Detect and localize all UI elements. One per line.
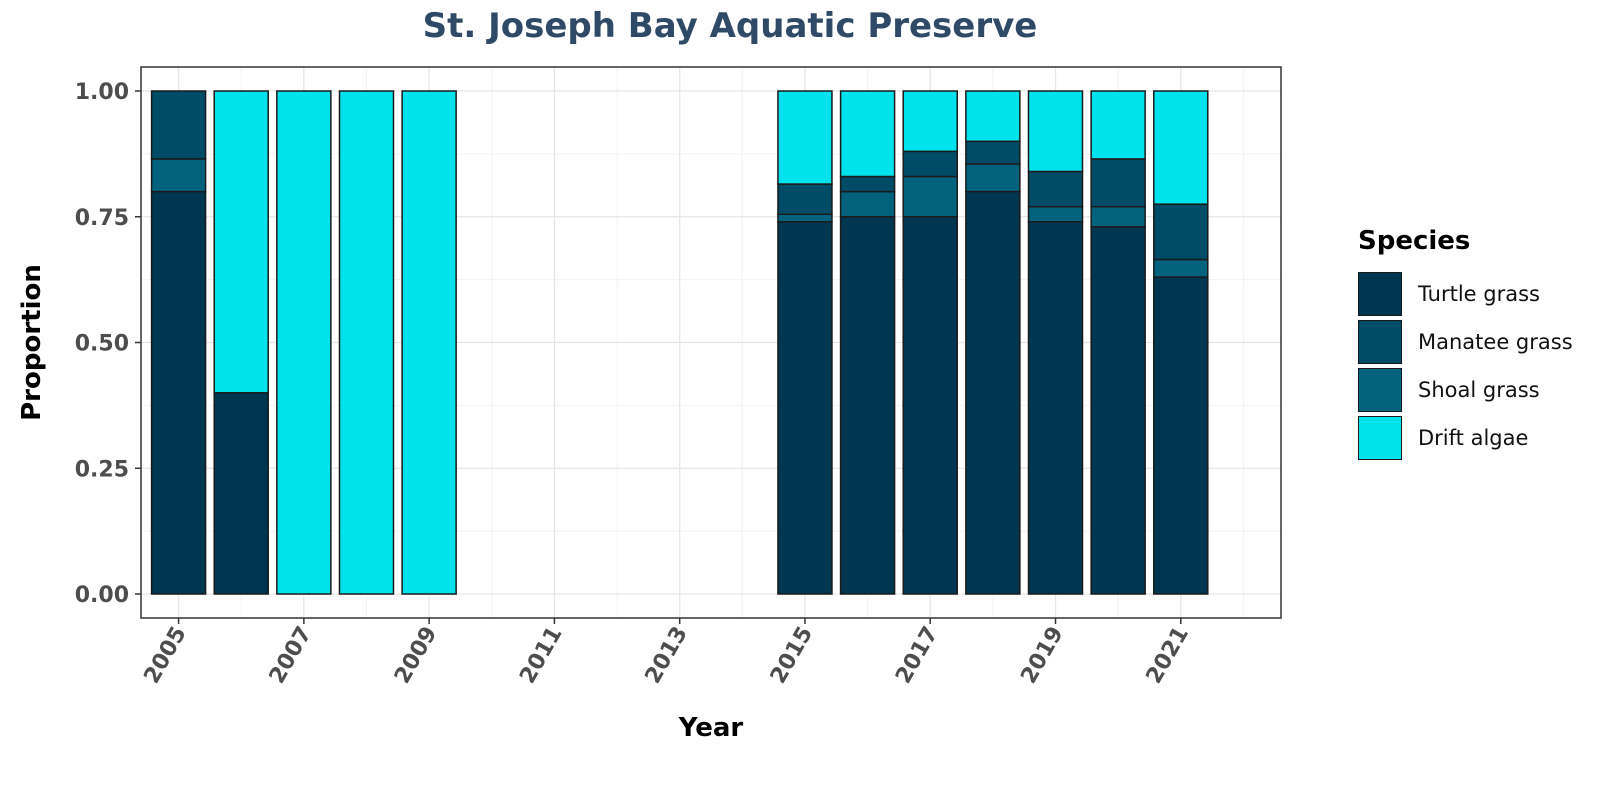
- y-tick-label: 0.00: [75, 583, 129, 608]
- bar-turtle-grass: [1090, 226, 1146, 595]
- bar-drift-algae: [276, 90, 332, 595]
- x-tick-label: 2007: [265, 623, 317, 689]
- legend-item: Shoal grass: [1358, 366, 1573, 414]
- bar-manatee-grass: [965, 140, 1021, 165]
- bar-shoal-grass: [1090, 205, 1146, 228]
- bar-turtle-grass: [839, 216, 896, 595]
- bar-drift-algae: [1090, 90, 1146, 160]
- bar-drift-algae: [1027, 90, 1084, 173]
- bar-drift-algae: [338, 90, 395, 595]
- bar-turtle-grass: [213, 392, 269, 595]
- y-tick-label: 0.25: [75, 457, 129, 482]
- y-axis-title: Proportion: [17, 264, 47, 421]
- legend: Species Turtle grass Manatee grass Shoal g…: [1358, 226, 1573, 462]
- y-tick-label: 0.50: [75, 332, 129, 357]
- x-axis-title: Year: [678, 713, 744, 743]
- bar-manatee-grass: [1153, 203, 1209, 261]
- bar-shoal-grass: [1153, 258, 1209, 278]
- bar-drift-algae: [902, 90, 958, 153]
- bar-drift-algae: [839, 90, 896, 178]
- x-tick-label: 2021: [1142, 623, 1194, 689]
- bar-manatee-grass: [839, 175, 896, 193]
- bar-turtle-grass: [1027, 221, 1084, 595]
- x-tick-label: 2017: [891, 623, 943, 689]
- bar-manatee-grass: [1090, 158, 1146, 208]
- legend-label: Turtle grass: [1418, 282, 1540, 306]
- bar-shoal-grass: [965, 163, 1021, 193]
- bar-shoal-grass: [777, 213, 833, 223]
- x-tick-label: 2015: [766, 623, 818, 689]
- legend-swatch: [1358, 320, 1402, 364]
- bar-shoal-grass: [150, 158, 207, 193]
- bar-turtle-grass: [965, 190, 1021, 595]
- bar-drift-algae: [1153, 90, 1209, 205]
- x-tick-label: 2009: [390, 623, 442, 689]
- legend-item: Turtle grass: [1358, 270, 1573, 318]
- chart-title: St. Joseph Bay Aquatic Preserve: [422, 6, 1038, 46]
- bar-manatee-grass: [150, 90, 207, 160]
- legend-item: Drift algae: [1358, 414, 1573, 462]
- bar-turtle-grass: [150, 190, 207, 595]
- legend-item: Manatee grass: [1358, 318, 1573, 366]
- bar-drift-algae: [213, 90, 269, 394]
- y-tick-label: 1.00: [75, 80, 129, 105]
- x-tick-label: 2005: [140, 623, 192, 689]
- x-tick-label: 2011: [515, 623, 567, 689]
- legend-label: Drift algae: [1418, 426, 1529, 450]
- bar-drift-algae: [965, 90, 1021, 143]
- legend-label: Manatee grass: [1418, 330, 1573, 354]
- bar-turtle-grass: [777, 221, 833, 595]
- bar-turtle-grass: [902, 216, 958, 595]
- bar-turtle-grass: [1153, 276, 1209, 595]
- legend-items: Turtle grass Manatee grass Shoal grass Drif…: [1358, 270, 1573, 462]
- bar-manatee-grass: [777, 183, 833, 215]
- legend-label: Shoal grass: [1418, 378, 1540, 402]
- bar-shoal-grass: [902, 175, 958, 218]
- legend-swatch: [1358, 416, 1402, 460]
- legend-swatch: [1358, 368, 1402, 412]
- bar-drift-algae: [401, 90, 457, 595]
- bar-manatee-grass: [902, 150, 958, 178]
- x-tick-label: 2013: [641, 623, 693, 689]
- x-tick-label: 2019: [1016, 623, 1068, 689]
- legend-title: Species: [1358, 226, 1471, 256]
- bar-manatee-grass: [1027, 170, 1084, 208]
- bar-shoal-grass: [1027, 205, 1084, 223]
- y-tick-label: 0.75: [75, 206, 129, 231]
- legend-swatch: [1358, 272, 1402, 316]
- bar-drift-algae: [777, 90, 833, 185]
- bar-shoal-grass: [839, 190, 896, 218]
